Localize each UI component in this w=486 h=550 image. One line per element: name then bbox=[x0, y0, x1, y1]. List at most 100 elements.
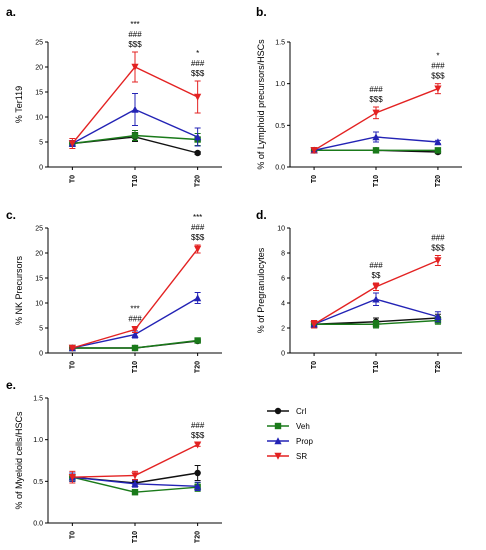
data-point bbox=[194, 482, 202, 490]
data-point bbox=[131, 480, 139, 488]
data-point bbox=[434, 147, 442, 154]
data-point bbox=[131, 63, 139, 71]
significance-marker: ### bbox=[191, 223, 205, 232]
data-point bbox=[310, 321, 318, 329]
y-tick-label: 10 bbox=[35, 115, 43, 122]
data-point bbox=[194, 245, 202, 253]
significance-marker: ### bbox=[369, 85, 383, 94]
data-point bbox=[194, 133, 202, 141]
significance-marker: ### bbox=[191, 421, 205, 430]
data-point bbox=[372, 283, 380, 291]
panel-letter: c. bbox=[6, 208, 16, 222]
legend-marker bbox=[274, 437, 282, 445]
data-point bbox=[131, 105, 139, 113]
y-axis-label: % of Pregranulocytes bbox=[256, 247, 266, 333]
series-sr bbox=[310, 255, 442, 329]
significance-marker: ### bbox=[431, 234, 445, 243]
legend-marker bbox=[274, 422, 282, 430]
significance-marker: $$$ bbox=[191, 431, 205, 440]
y-axis-label: % Ter119 bbox=[14, 86, 24, 123]
y-tick-label: 20 bbox=[35, 251, 43, 258]
significance-marker: ### bbox=[431, 62, 445, 71]
x-tick-label: T20 bbox=[195, 531, 202, 543]
y-tick-label: 0 bbox=[39, 165, 43, 172]
panel-letter: e. bbox=[6, 378, 16, 392]
y-axis-label: % of Lymphoid precursors/HSCs bbox=[256, 39, 266, 170]
panel-b: b. 0.0 0.5 1.0 1.5 T0 T10 T20 % of Lymphoid prec… bbox=[256, 5, 462, 187]
y-axis-label: % of Myeloid cells/HSCs bbox=[14, 411, 24, 510]
data-point bbox=[372, 133, 380, 141]
x-tick-label: T0 bbox=[69, 175, 76, 183]
panel-d: d. 0 2 4 6 8 10 T0 T10 T20 % of Pregranulocytes ###… bbox=[256, 208, 462, 373]
significance-marker: *** bbox=[193, 213, 202, 222]
data-point bbox=[372, 109, 380, 117]
legend-label: SR bbox=[296, 452, 307, 461]
x-tick-label: T10 bbox=[132, 531, 139, 543]
legend-label: Prop bbox=[296, 437, 313, 446]
series-veh bbox=[69, 130, 201, 147]
data-point bbox=[194, 441, 202, 449]
significance-marker: *** bbox=[130, 305, 139, 314]
data-point bbox=[131, 472, 139, 480]
data-point bbox=[194, 93, 202, 101]
series-sr bbox=[68, 244, 202, 352]
y-axis-label: % NK Precursors bbox=[14, 255, 24, 325]
data-point bbox=[68, 473, 76, 481]
data-point bbox=[194, 149, 201, 157]
y-tick-label: 20 bbox=[35, 65, 43, 72]
series-sr bbox=[310, 83, 442, 155]
data-point bbox=[131, 330, 139, 338]
x-tick-label: T10 bbox=[373, 361, 380, 373]
x-tick-label: T0 bbox=[311, 361, 318, 369]
x-tick-label: T0 bbox=[311, 175, 318, 183]
y-tick-label: 6 bbox=[281, 276, 285, 283]
significance-marker: ### bbox=[369, 261, 383, 270]
y-tick-label: 15 bbox=[35, 90, 43, 97]
data-point bbox=[68, 140, 76, 148]
data-point bbox=[372, 147, 380, 154]
significance-marker: $$$ bbox=[191, 233, 205, 242]
legend-marker bbox=[274, 452, 282, 460]
data-point bbox=[194, 294, 202, 302]
data-point bbox=[372, 321, 380, 328]
series-sr bbox=[68, 51, 202, 149]
y-tick-label: 25 bbox=[35, 226, 43, 233]
x-tick-label: T10 bbox=[132, 175, 139, 187]
y-tick-label: 1.0 bbox=[275, 81, 285, 88]
significance-marker: $$$ bbox=[128, 40, 142, 49]
significance-marker: * bbox=[436, 52, 439, 61]
data-point bbox=[68, 344, 76, 352]
y-tick-label: 4 bbox=[281, 301, 285, 308]
data-point bbox=[434, 257, 442, 265]
significance-marker: ### bbox=[128, 30, 142, 39]
y-tick-label: 1.5 bbox=[33, 396, 43, 403]
data-point bbox=[194, 469, 201, 477]
x-tick-label: T0 bbox=[69, 361, 76, 369]
data-point bbox=[372, 295, 380, 303]
data-point bbox=[131, 344, 139, 352]
y-tick-label: 5 bbox=[39, 326, 43, 333]
data-point bbox=[434, 138, 442, 146]
y-tick-label: 0.5 bbox=[275, 123, 285, 130]
data-point bbox=[131, 326, 139, 334]
y-tick-label: 1.0 bbox=[33, 437, 43, 444]
y-tick-label: 1.5 bbox=[275, 40, 285, 47]
y-tick-label: 0.5 bbox=[33, 479, 43, 486]
legend-label: Crl bbox=[296, 407, 306, 416]
y-tick-label: 2 bbox=[281, 326, 285, 333]
series-sr bbox=[68, 441, 202, 484]
x-tick-label: T20 bbox=[435, 361, 442, 373]
legend: Crl Veh Prop SR bbox=[267, 407, 313, 461]
y-tick-label: 8 bbox=[281, 251, 285, 258]
data-point bbox=[434, 85, 442, 93]
significance-marker: $$$ bbox=[431, 244, 445, 253]
data-point bbox=[434, 312, 442, 320]
y-tick-label: 0.0 bbox=[275, 165, 285, 172]
y-tick-label: 0 bbox=[281, 351, 285, 358]
significance-marker: $$$ bbox=[191, 69, 205, 78]
significance-marker: *** bbox=[130, 20, 139, 29]
y-tick-label: 25 bbox=[35, 40, 43, 47]
significance-marker: ### bbox=[128, 315, 142, 324]
